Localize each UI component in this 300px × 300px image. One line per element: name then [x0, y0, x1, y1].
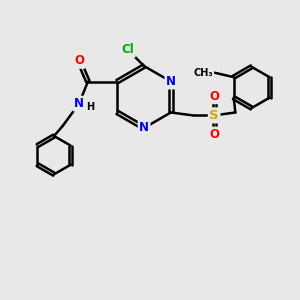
Text: O: O — [209, 90, 219, 103]
Text: CH₃: CH₃ — [194, 68, 213, 78]
Text: H: H — [86, 102, 94, 112]
Text: O: O — [74, 54, 84, 68]
Text: O: O — [209, 128, 219, 141]
Text: N: N — [74, 97, 84, 110]
Text: S: S — [209, 109, 219, 122]
Text: Cl: Cl — [122, 44, 134, 56]
Text: N: N — [166, 75, 176, 88]
Text: N: N — [139, 122, 149, 134]
